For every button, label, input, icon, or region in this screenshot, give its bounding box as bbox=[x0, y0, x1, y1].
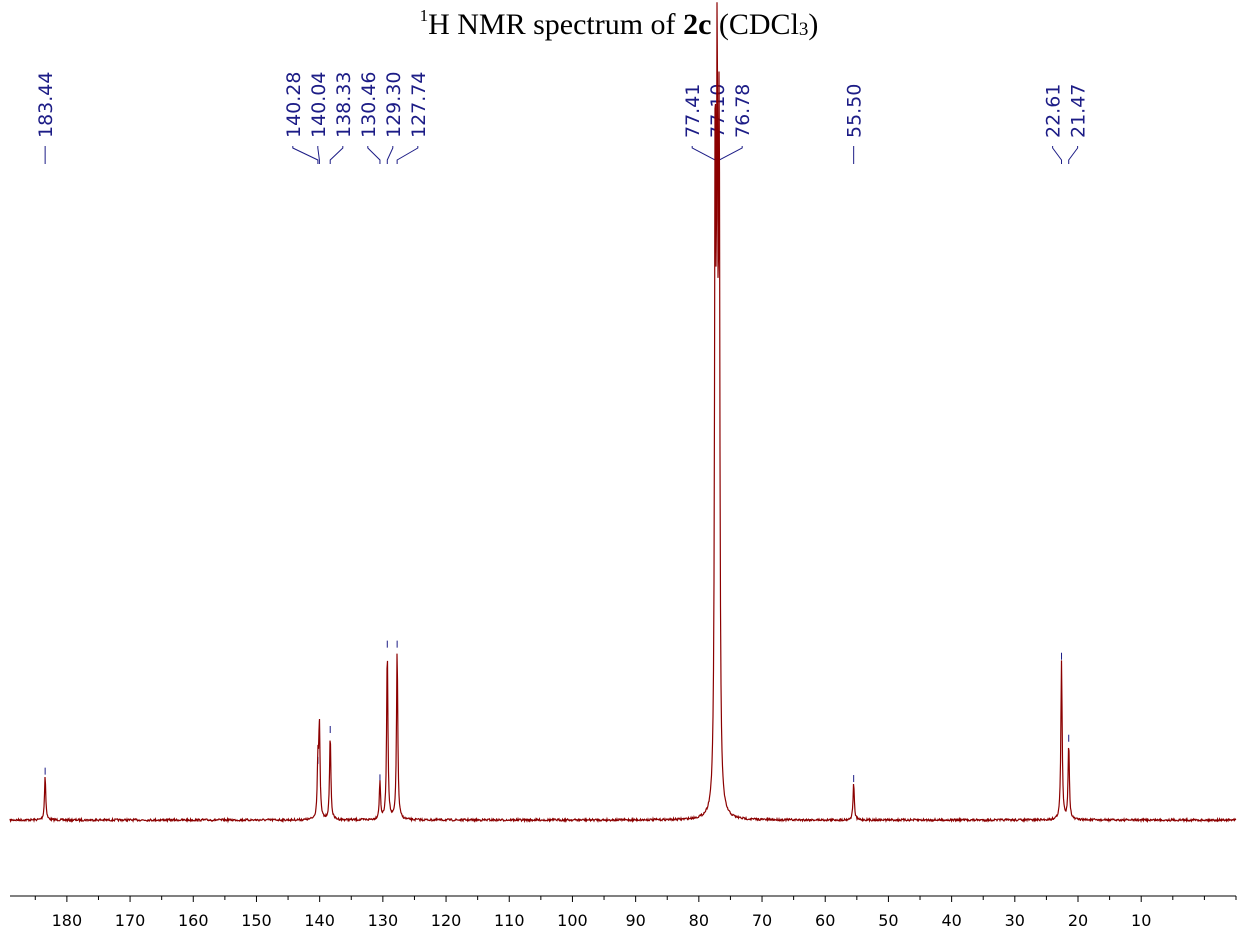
x-tick-label: 80 bbox=[689, 911, 709, 930]
x-tick-label: 100 bbox=[557, 911, 588, 930]
peak-label-6: 127.74 bbox=[408, 72, 430, 138]
x-tick-label: 120 bbox=[431, 911, 462, 930]
x-tick-label: 150 bbox=[241, 911, 272, 930]
peak-label-5: 129.30 bbox=[383, 72, 405, 138]
x-tick-label: 10 bbox=[1131, 911, 1151, 930]
peak-connector-2 bbox=[317, 146, 320, 164]
x-tick-label: 130 bbox=[368, 911, 399, 930]
peak-label-12: 21.47 bbox=[1068, 84, 1090, 138]
x-tick-label: 60 bbox=[815, 911, 835, 930]
peak-label-1: 140.28 bbox=[283, 72, 305, 138]
peak-markers-layer bbox=[44, 640, 1070, 783]
peak-label-11: 22.61 bbox=[1043, 84, 1065, 138]
x-tick-label: 50 bbox=[878, 911, 898, 930]
peak-connector-3 bbox=[329, 146, 344, 164]
peak-labels-layer: 183.44 140.28 140.04 138.33 130.46 129.30 127.… bbox=[35, 72, 1090, 164]
x-tick-label: 170 bbox=[115, 911, 146, 930]
peak-connector-6 bbox=[396, 146, 419, 164]
title-superscript: 1 bbox=[419, 6, 429, 25]
peak-connector-1 bbox=[292, 146, 319, 164]
peak-label-4: 130.46 bbox=[358, 72, 380, 138]
chart-title: 1H NMR spectrum of 2c (CDCl3) bbox=[0, 6, 1238, 42]
x-tick-label: 110 bbox=[494, 911, 525, 930]
peak-label-8: 77.10 bbox=[707, 84, 729, 138]
peak-connector-12 bbox=[1068, 146, 1079, 164]
x-tick-label: 180 bbox=[52, 911, 83, 930]
peak-connector-5 bbox=[386, 146, 394, 164]
peak-label-9: 76.78 bbox=[732, 84, 754, 138]
title-solvent-close: ) bbox=[808, 8, 819, 41]
title-subscript: 3 bbox=[798, 19, 809, 40]
x-tick-label: 90 bbox=[625, 911, 645, 930]
x-axis: 180 170 160 150 140 130 120 110 100 90 80 70 60 50 40 3… bbox=[10, 895, 1237, 930]
peak-label-0: 183.44 bbox=[35, 72, 57, 138]
peak-label-2: 140.04 bbox=[308, 72, 330, 138]
x-tick-label: 30 bbox=[1005, 911, 1025, 930]
title-prefix: H NMR spectrum of bbox=[428, 8, 684, 41]
title-solvent-open: (CDCl bbox=[711, 8, 799, 41]
x-tick-label: 140 bbox=[304, 911, 335, 930]
peak-connector-11 bbox=[1052, 146, 1063, 164]
x-tick-label: 70 bbox=[752, 911, 772, 930]
peak-label-3: 138.33 bbox=[333, 72, 355, 138]
peak-connector-9 bbox=[718, 146, 743, 164]
peak-label-7: 77.41 bbox=[682, 84, 704, 138]
title-compound: 2c bbox=[683, 8, 712, 41]
x-tick-label: 40 bbox=[941, 911, 961, 930]
peak-connector-7 bbox=[691, 146, 716, 164]
peak-connector-4 bbox=[367, 146, 381, 164]
spectrum-trace bbox=[9, 2, 1237, 824]
x-tick-label: 20 bbox=[1068, 911, 1088, 930]
peak-label-10: 55.50 bbox=[844, 84, 866, 138]
x-tick-label: 160 bbox=[178, 911, 209, 930]
